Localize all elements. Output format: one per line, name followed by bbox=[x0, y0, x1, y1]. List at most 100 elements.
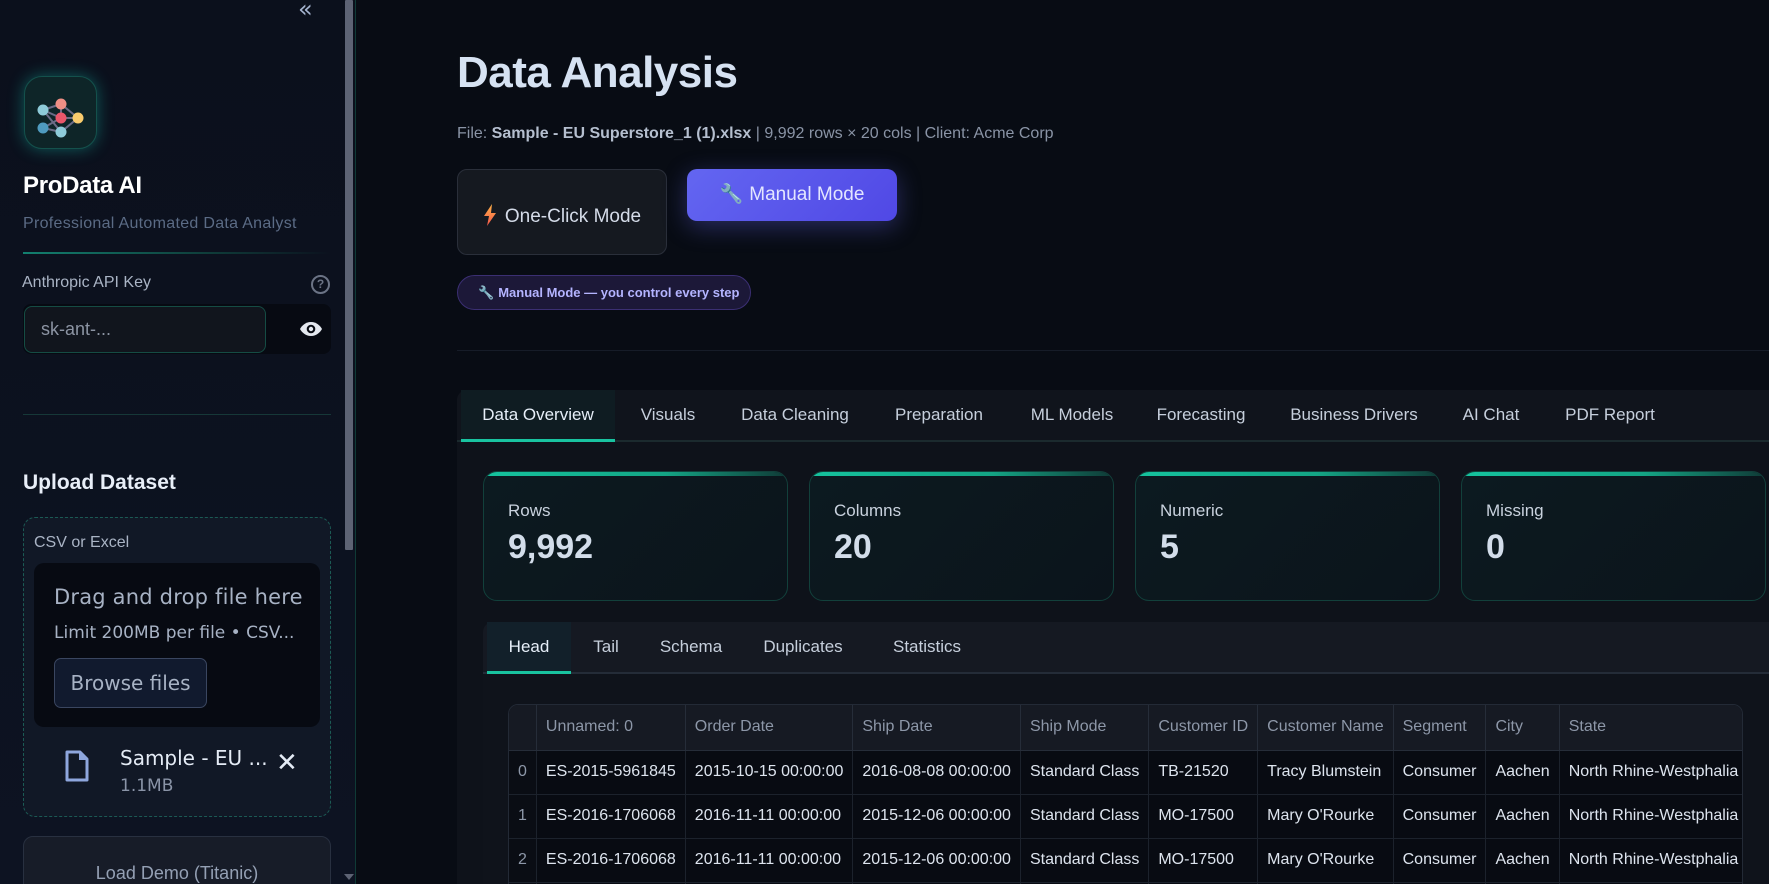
table-cell[interactable]: North Rhine-Westphalia bbox=[1559, 838, 1742, 883]
app-logo-icon bbox=[24, 76, 97, 149]
table-cell[interactable]: North Rhine-Westphalia bbox=[1559, 794, 1742, 839]
data-overview-subpanel: Head Tail Schema Duplicates Statistics U… bbox=[483, 622, 1769, 884]
table-cell[interactable]: ES-2016-1706068 bbox=[536, 794, 686, 839]
table-cell[interactable]: Aachen bbox=[1485, 750, 1560, 795]
tab-forecasting[interactable]: Forecasting bbox=[1156, 405, 1246, 424]
dropzone[interactable]: Drag and drop file here Limit 200MB per … bbox=[34, 563, 320, 727]
tab-ai-chat[interactable]: AI Chat bbox=[1462, 405, 1520, 424]
tab-business-drivers[interactable]: Business Drivers bbox=[1290, 405, 1418, 424]
main-content: Data Analysis File: Sample - EU Supersto… bbox=[357, 0, 1769, 884]
table-cell[interactable] bbox=[536, 882, 686, 884]
file-name: Sample - EU Superstore_1 (1).xlsx bbox=[491, 125, 752, 142]
subtab-statistics[interactable]: Statistics bbox=[892, 637, 962, 656]
table-cell[interactable]: Aachen bbox=[1485, 838, 1560, 883]
brand-name: ProData AI bbox=[23, 172, 142, 199]
manual-mode-button[interactable]: 🔧 Manual Mode bbox=[687, 169, 897, 221]
table-row bbox=[509, 882, 1742, 884]
table-cell[interactable]: 2015-12-06 00:00:00 bbox=[852, 794, 1021, 839]
table-cell[interactable]: 2015-10-15 00:00:00 bbox=[685, 750, 854, 795]
subtab-schema[interactable]: Schema bbox=[659, 637, 723, 656]
table-cell[interactable] bbox=[1485, 882, 1560, 884]
metric-label: Missing bbox=[1486, 501, 1544, 520]
tab-visuals[interactable]: Visuals bbox=[640, 405, 696, 424]
column-header[interactable]: Unnamed: 0 bbox=[536, 705, 686, 751]
table-cell[interactable]: Mary O'Rourke bbox=[1257, 838, 1394, 883]
file-icon bbox=[65, 750, 89, 782]
subtab-duplicates[interactable]: Duplicates bbox=[763, 637, 843, 656]
table-cell[interactable]: Standard Class bbox=[1020, 794, 1150, 839]
table-cell[interactable] bbox=[852, 882, 1021, 884]
table-cell[interactable]: Mary O'Rourke bbox=[1257, 794, 1394, 839]
wrench-icon: 🔧 bbox=[719, 184, 744, 205]
mode-badge-text: Manual Mode — you control every step bbox=[498, 285, 740, 300]
table-cell[interactable]: MO-17500 bbox=[1148, 838, 1259, 883]
collapse-sidebar-icon[interactable]: « bbox=[298, 0, 313, 23]
table-cell[interactable]: Standard Class bbox=[1020, 838, 1150, 883]
tab-ml-models[interactable]: ML Models bbox=[1030, 405, 1114, 424]
browse-files-button[interactable]: Browse files bbox=[54, 658, 207, 708]
metric-card-rows: Rows 9,992 bbox=[483, 471, 788, 601]
sidebar: « ProData AI Professional Automated Data bbox=[0, 0, 356, 884]
page-title: Data Analysis bbox=[457, 48, 738, 97]
column-header[interactable]: Segment bbox=[1393, 705, 1487, 751]
column-header[interactable]: Order Date bbox=[685, 705, 854, 751]
metric-value: 9,992 bbox=[508, 528, 594, 566]
column-header[interactable]: City bbox=[1485, 705, 1560, 751]
tab-data-overview[interactable]: Data Overview bbox=[461, 390, 615, 442]
table-cell[interactable] bbox=[1148, 882, 1259, 884]
uploaded-file: Sample - EU ... 1.1MB ✕ bbox=[24, 740, 330, 800]
tab-pdf-report[interactable]: PDF Report bbox=[1565, 405, 1655, 424]
table-cell[interactable]: Consumer bbox=[1393, 838, 1487, 883]
column-header-index[interactable] bbox=[509, 705, 537, 751]
table-cell[interactable] bbox=[1559, 882, 1742, 884]
scroll-down-arrow-icon[interactable] bbox=[344, 874, 354, 880]
table-cell[interactable]: MO-17500 bbox=[1148, 794, 1259, 839]
subtab-tail[interactable]: Tail bbox=[593, 637, 619, 656]
column-header[interactable]: Ship Mode bbox=[1020, 705, 1150, 751]
table-cell[interactable] bbox=[1393, 882, 1487, 884]
mode-status-badge: 🔧 Manual Mode — you control every step bbox=[457, 275, 751, 310]
tab-preparation[interactable]: Preparation bbox=[895, 405, 983, 424]
column-header[interactable]: State bbox=[1559, 705, 1742, 751]
lightning-icon bbox=[483, 204, 496, 226]
show-password-eye-icon[interactable] bbox=[299, 321, 323, 337]
column-header[interactable]: Customer ID bbox=[1148, 705, 1259, 751]
table-cell[interactable]: 2016-08-08 00:00:00 bbox=[852, 750, 1021, 795]
table-cell[interactable]: Aachen bbox=[1485, 794, 1560, 839]
api-key-label: Anthropic API Key bbox=[22, 274, 151, 291]
table-cell[interactable]: 2016-11-11 00:00:00 bbox=[685, 794, 854, 839]
api-key-input[interactable] bbox=[24, 306, 266, 353]
metric-label: Rows bbox=[508, 501, 551, 520]
table-cell[interactable] bbox=[685, 882, 854, 884]
table-cell[interactable]: 2015-12-06 00:00:00 bbox=[852, 838, 1021, 883]
help-icon[interactable]: ? bbox=[311, 275, 330, 294]
sidebar-scrollbar[interactable] bbox=[345, 0, 353, 550]
table-cell[interactable]: Consumer bbox=[1393, 794, 1487, 839]
load-demo-button[interactable]: Load Demo (Titanic) bbox=[23, 836, 331, 884]
table-cell[interactable] bbox=[1020, 882, 1150, 884]
table-header-row: Unnamed: 0 Order Date Ship Date Ship Mod… bbox=[509, 705, 1742, 751]
column-header[interactable]: Customer Name bbox=[1257, 705, 1394, 751]
tab-data-cleaning[interactable]: Data Cleaning bbox=[741, 405, 849, 424]
table-cell[interactable]: Tracy Blumstein bbox=[1257, 750, 1394, 795]
brand-divider bbox=[23, 252, 331, 254]
table-row: 1 ES-2016-1706068 2016-11-11 00:00:00 20… bbox=[509, 794, 1742, 839]
column-header[interactable]: Ship Date bbox=[852, 705, 1021, 751]
one-click-mode-button[interactable]: One-Click Mode bbox=[457, 169, 667, 255]
table-cell[interactable]: North Rhine-Westphalia bbox=[1559, 750, 1742, 795]
remove-file-close-icon[interactable]: ✕ bbox=[276, 748, 298, 778]
table-cell[interactable]: 2016-11-11 00:00:00 bbox=[685, 838, 854, 883]
subtab-head[interactable]: Head bbox=[487, 622, 571, 674]
table-cell[interactable]: TB-21520 bbox=[1148, 750, 1259, 795]
table-cell[interactable]: ES-2016-1706068 bbox=[536, 838, 686, 883]
table-cell[interactable]: Standard Class bbox=[1020, 750, 1150, 795]
metric-label: Numeric bbox=[1160, 501, 1224, 520]
manual-mode-label: Manual Mode bbox=[749, 184, 865, 205]
table-cell[interactable]: Consumer bbox=[1393, 750, 1487, 795]
data-preview-table[interactable]: Unnamed: 0 Order Date Ship Date Ship Mod… bbox=[508, 704, 1743, 884]
metric-value: 5 bbox=[1160, 528, 1179, 566]
table-cell[interactable]: ES-2015-5961845 bbox=[536, 750, 686, 795]
analysis-tabs-panel: Data Overview Visuals Data Cleaning Prep… bbox=[457, 390, 1769, 884]
overview-sub-tabs: Head Tail Schema Duplicates Statistics bbox=[483, 622, 1769, 674]
table-cell[interactable] bbox=[1257, 882, 1394, 884]
